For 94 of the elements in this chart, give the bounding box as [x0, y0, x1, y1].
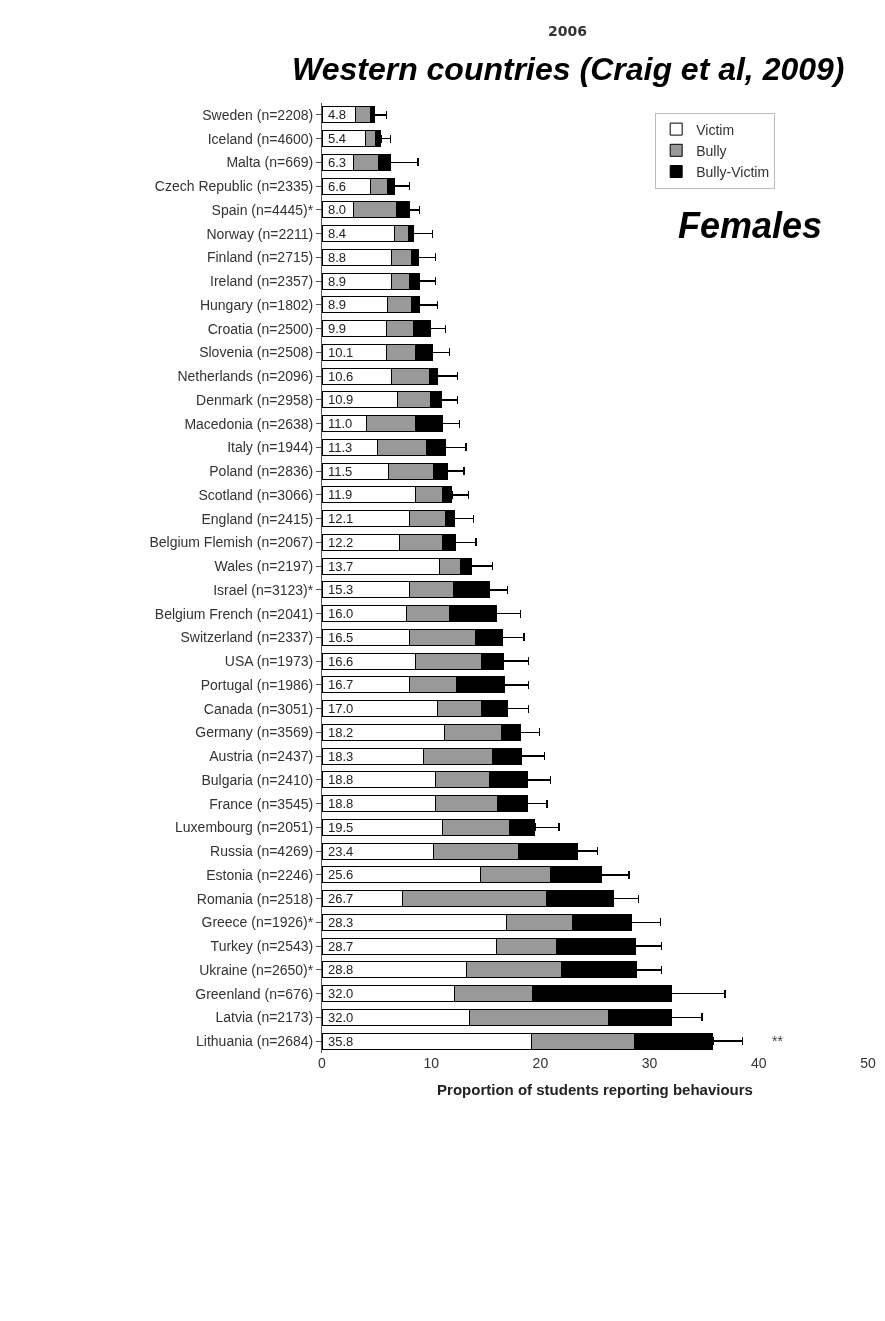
x-tick-label: 40	[751, 1055, 767, 1071]
total-label: 11.5	[328, 464, 353, 479]
y-tick-label: Portugal (n=1986)	[200, 676, 314, 693]
y-tick-label: France (n=3545)	[209, 795, 314, 812]
y-tick-label: Bulgaria (n=2410)	[201, 771, 314, 788]
total-label: 6.3	[328, 155, 347, 170]
total-label: 11.3	[328, 440, 353, 455]
y-tick-label: Slovenia (n=2508)	[199, 344, 314, 361]
total-label: 35.8	[328, 1034, 354, 1049]
y-tick-label: Ukraine (n=2650)*	[199, 961, 314, 978]
total-label: 18.8	[328, 796, 354, 811]
total-label: 19.5	[328, 820, 354, 835]
total-label: 18.8	[328, 772, 354, 787]
y-tick-label: Luxembourg (n=2051)	[175, 819, 314, 836]
total-label: 16.7	[328, 677, 354, 692]
total-label: 5.4	[328, 131, 347, 146]
total-label: 10.6	[328, 369, 354, 384]
total-label: 11.9	[328, 487, 353, 502]
legend-label: Bully	[696, 142, 727, 159]
y-tick-label: Norway (n=2211)	[206, 225, 314, 242]
total-label: 10.1	[328, 345, 354, 360]
y-tick-label: Turkey (n=2543)	[210, 938, 314, 955]
total-label: 25.6	[328, 867, 354, 882]
total-label: 18.3	[328, 749, 354, 764]
total-label: 4.8	[328, 107, 347, 122]
y-tick-label: Finland (n=2715)	[206, 249, 314, 266]
y-tick-label: Romania (n=2518)	[196, 890, 314, 907]
y-tick-label: England (n=2415)	[201, 510, 314, 527]
total-label: 9.9	[328, 321, 347, 336]
y-tick-label: Malta (n=669)	[226, 154, 314, 171]
y-tick-label: Scotland (n=3066)	[198, 486, 314, 503]
total-label: 16.6	[328, 654, 354, 669]
chart-subtitle: Western countries (Craig et al, 2009)	[292, 51, 845, 87]
total-label: 32.0	[328, 986, 354, 1001]
total-label: 15.3	[328, 582, 354, 597]
y-tick-label: Italy (n=1944)	[227, 439, 314, 456]
y-tick-label: Iceland (n=4600)	[207, 130, 314, 147]
legend-label: Bully-Victim	[696, 163, 770, 180]
total-label: 13.7	[328, 559, 354, 574]
y-tick-label: Estonia (n=2246)	[206, 866, 314, 883]
total-label: 8.8	[328, 250, 347, 265]
y-tick-label: Sweden (n=2208)	[202, 106, 314, 123]
y-tick-label: Belgium French (n=2041)	[154, 605, 314, 622]
y-tick-label: Russia (n=4269)	[210, 843, 314, 860]
y-tick-label: Czech Republic (n=2335)	[154, 178, 314, 195]
y-tick-label: Austria (n=2437)	[209, 748, 314, 765]
y-tick-label: Greece (n=1926)*	[201, 914, 314, 931]
total-label: 8.4	[328, 226, 347, 241]
total-label: 26.7	[328, 891, 354, 906]
total-label: 8.0	[328, 202, 347, 217]
total-label: 28.7	[328, 939, 354, 954]
y-tick-label: Germany (n=3569)	[195, 724, 314, 741]
y-tick-label: Croatia (n=2500)	[207, 320, 314, 337]
y-tick-label: USA (n=1973)	[224, 653, 314, 670]
y-tick-label: Belgium Flemish (n=2067)	[149, 534, 314, 551]
y-tick-label: Greenland (n=676)	[195, 985, 314, 1002]
annotation: **	[772, 1033, 784, 1049]
total-label: 17.0	[328, 701, 354, 716]
x-tick-label: 10	[423, 1055, 440, 1071]
x-tick-label: 50	[860, 1055, 876, 1071]
x-tick-label: 30	[641, 1055, 658, 1071]
total-label: 18.2	[328, 725, 354, 740]
x-axis-title: Proportion of students reporting behaviours	[437, 1081, 753, 1098]
x-tick-label: 20	[532, 1055, 549, 1071]
y-tick-label: Latvia (n=2173)	[215, 1009, 314, 1026]
chart-title: 2006	[548, 23, 587, 39]
y-tick-label: Hungary (n=1802)	[199, 296, 314, 313]
y-tick-label: Wales (n=2197)	[214, 558, 314, 575]
y-tick-label: Canada (n=3051)	[203, 700, 314, 717]
total-label: 12.2	[328, 535, 354, 550]
y-tick-label: Israel (n=3123)*	[213, 581, 314, 598]
total-label: 11.0	[328, 416, 353, 431]
y-tick-label: Ireland (n=2357)	[210, 273, 314, 290]
annotation: Females	[678, 205, 823, 246]
total-label: 23.4	[328, 844, 354, 859]
total-label: 8.9	[328, 274, 347, 289]
total-label: 12.1	[328, 511, 354, 526]
y-tick-label: Netherlands (n=2096)	[177, 368, 314, 385]
total-label: 28.8	[328, 962, 354, 977]
y-tick-label: Lithuania (n=2684)	[196, 1033, 314, 1050]
x-tick-label: 0	[318, 1055, 327, 1071]
y-tick-label: Denmark (n=2958)	[196, 391, 314, 408]
total-label: 32.0	[328, 1010, 354, 1025]
total-label: 8.9	[328, 297, 347, 312]
legend-label: Victim	[696, 121, 735, 138]
total-label: 10.9	[328, 392, 354, 407]
total-label: 16.0	[328, 606, 354, 621]
y-tick-label: Poland (n=2836)	[209, 463, 314, 480]
y-tick-label: Spain (n=4445)*	[211, 201, 314, 218]
total-label: 28.3	[328, 915, 354, 930]
y-tick-label: Switzerland (n=2337)	[180, 629, 314, 646]
y-tick-label: Macedonia (n=2638)	[184, 415, 314, 432]
total-label: 16.5	[328, 630, 354, 645]
total-label: 6.6	[328, 179, 347, 194]
